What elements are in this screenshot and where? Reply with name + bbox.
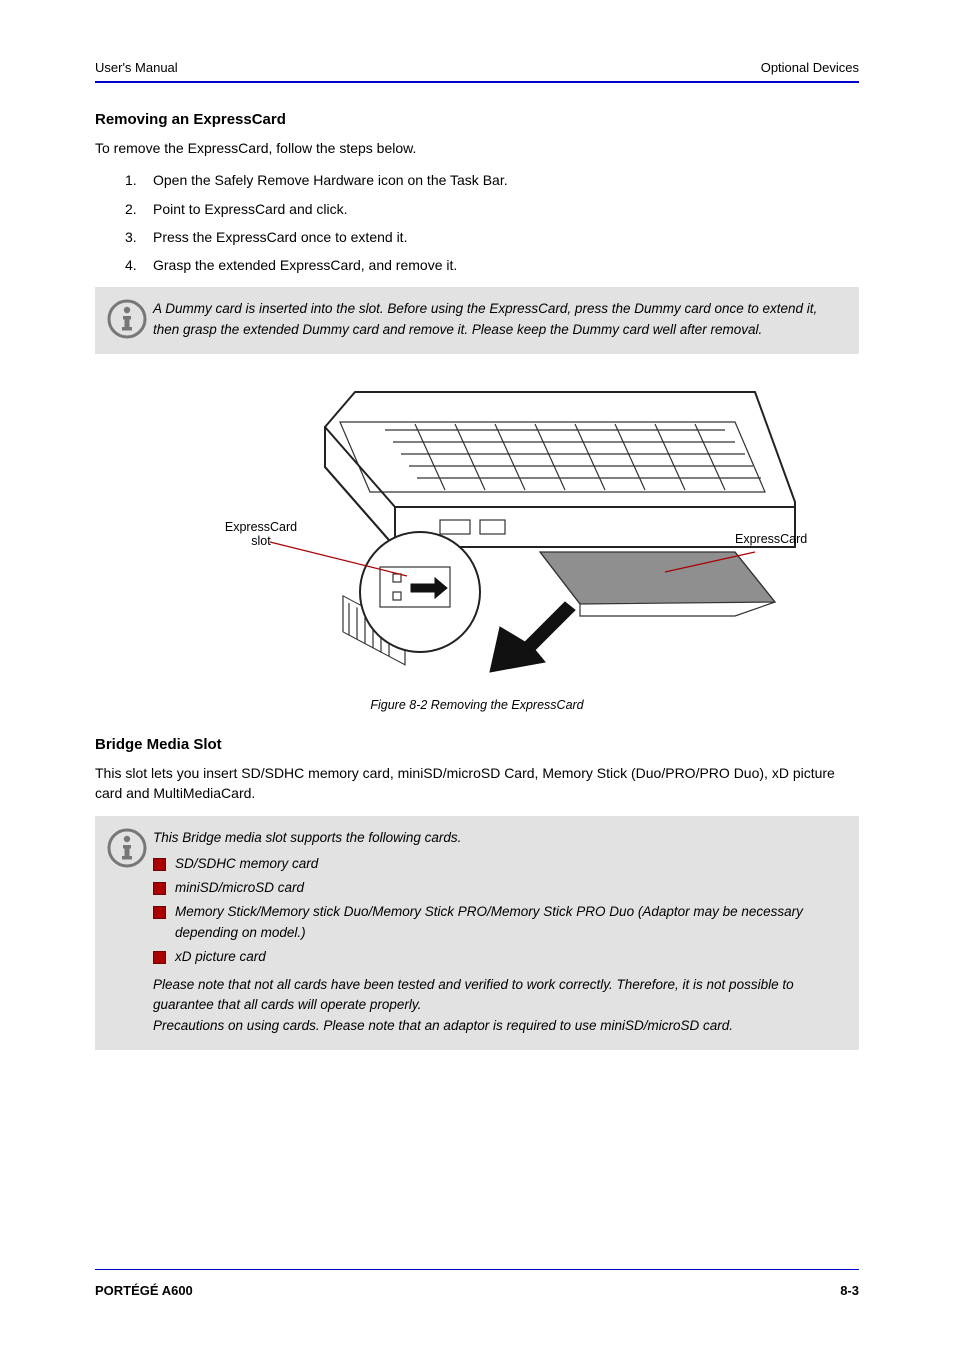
running-header: User's Manual Optional Devices bbox=[95, 60, 859, 75]
note-block-1: A Dummy card is inserted into the slot. … bbox=[95, 287, 859, 354]
callout-slot: ExpressCard slot bbox=[211, 520, 311, 549]
intro-text: To remove the ExpressCard, follow the st… bbox=[95, 138, 859, 158]
step-text: Press the ExpressCard once to extend it. bbox=[153, 227, 407, 247]
step-text: Point to ExpressCard and click. bbox=[153, 199, 348, 219]
footer-model: PORTÉGÉ A600 bbox=[95, 1283, 193, 1298]
footer: PORTÉGÉ A600 8-3 bbox=[95, 1283, 859, 1298]
section-title-bridge: Bridge Media Slot bbox=[95, 736, 859, 753]
step-text: Grasp the extended ExpressCard, and remo… bbox=[153, 255, 457, 275]
step-text: Open the Safely Remove Hardware icon on … bbox=[153, 170, 508, 190]
note-2-lead: This Bridge media slot supports the foll… bbox=[153, 828, 841, 848]
note-block-2: This Bridge media slot supports the foll… bbox=[95, 816, 859, 1050]
figure-caption: Figure 8-2 Removing the ExpressCard bbox=[95, 698, 859, 712]
callout-card: ExpressCard bbox=[735, 532, 845, 546]
step-3: 3. Press the ExpressCard once to extend … bbox=[125, 227, 859, 247]
step-2: 2. Point to ExpressCard and click. bbox=[125, 199, 859, 219]
top-rule bbox=[95, 81, 859, 83]
section-title-remove: Removing an ExpressCard bbox=[95, 111, 859, 128]
info-icon bbox=[101, 828, 153, 868]
bridge-intro: This slot lets you insert SD/SDHC memory… bbox=[95, 763, 859, 804]
bottom-rule bbox=[95, 1269, 859, 1270]
running-right: Optional Devices bbox=[761, 60, 859, 75]
note-1-text: A Dummy card is inserted into the slot. … bbox=[153, 299, 841, 340]
note-2-trailing: Please note that not all cards have been… bbox=[153, 975, 841, 1036]
footer-page: 8-3 bbox=[840, 1283, 859, 1298]
running-left: User's Manual bbox=[95, 60, 178, 75]
step-num: 1. bbox=[125, 170, 139, 190]
note-bullet: miniSD/microSD card bbox=[153, 878, 841, 898]
step-4: 4. Grasp the extended ExpressCard, and r… bbox=[125, 255, 859, 275]
step-num: 4. bbox=[125, 255, 139, 275]
step-1: 1. Open the Safely Remove Hardware icon … bbox=[125, 170, 859, 190]
step-num: 3. bbox=[125, 227, 139, 247]
figure-expresscard: ExpressCard slot ExpressCard bbox=[95, 372, 859, 692]
note-bullet: xD picture card bbox=[153, 947, 841, 967]
info-icon bbox=[101, 299, 153, 339]
step-num: 2. bbox=[125, 199, 139, 219]
callout-card-text: ExpressCard bbox=[735, 532, 807, 546]
callout-slot-text: ExpressCard slot bbox=[225, 520, 297, 548]
note-bullet: SD/SDHC memory card bbox=[153, 854, 841, 874]
note-bullet: Memory Stick/Memory stick Duo/Memory Sti… bbox=[153, 902, 841, 943]
note-2-body: This Bridge media slot supports the foll… bbox=[153, 828, 841, 1036]
